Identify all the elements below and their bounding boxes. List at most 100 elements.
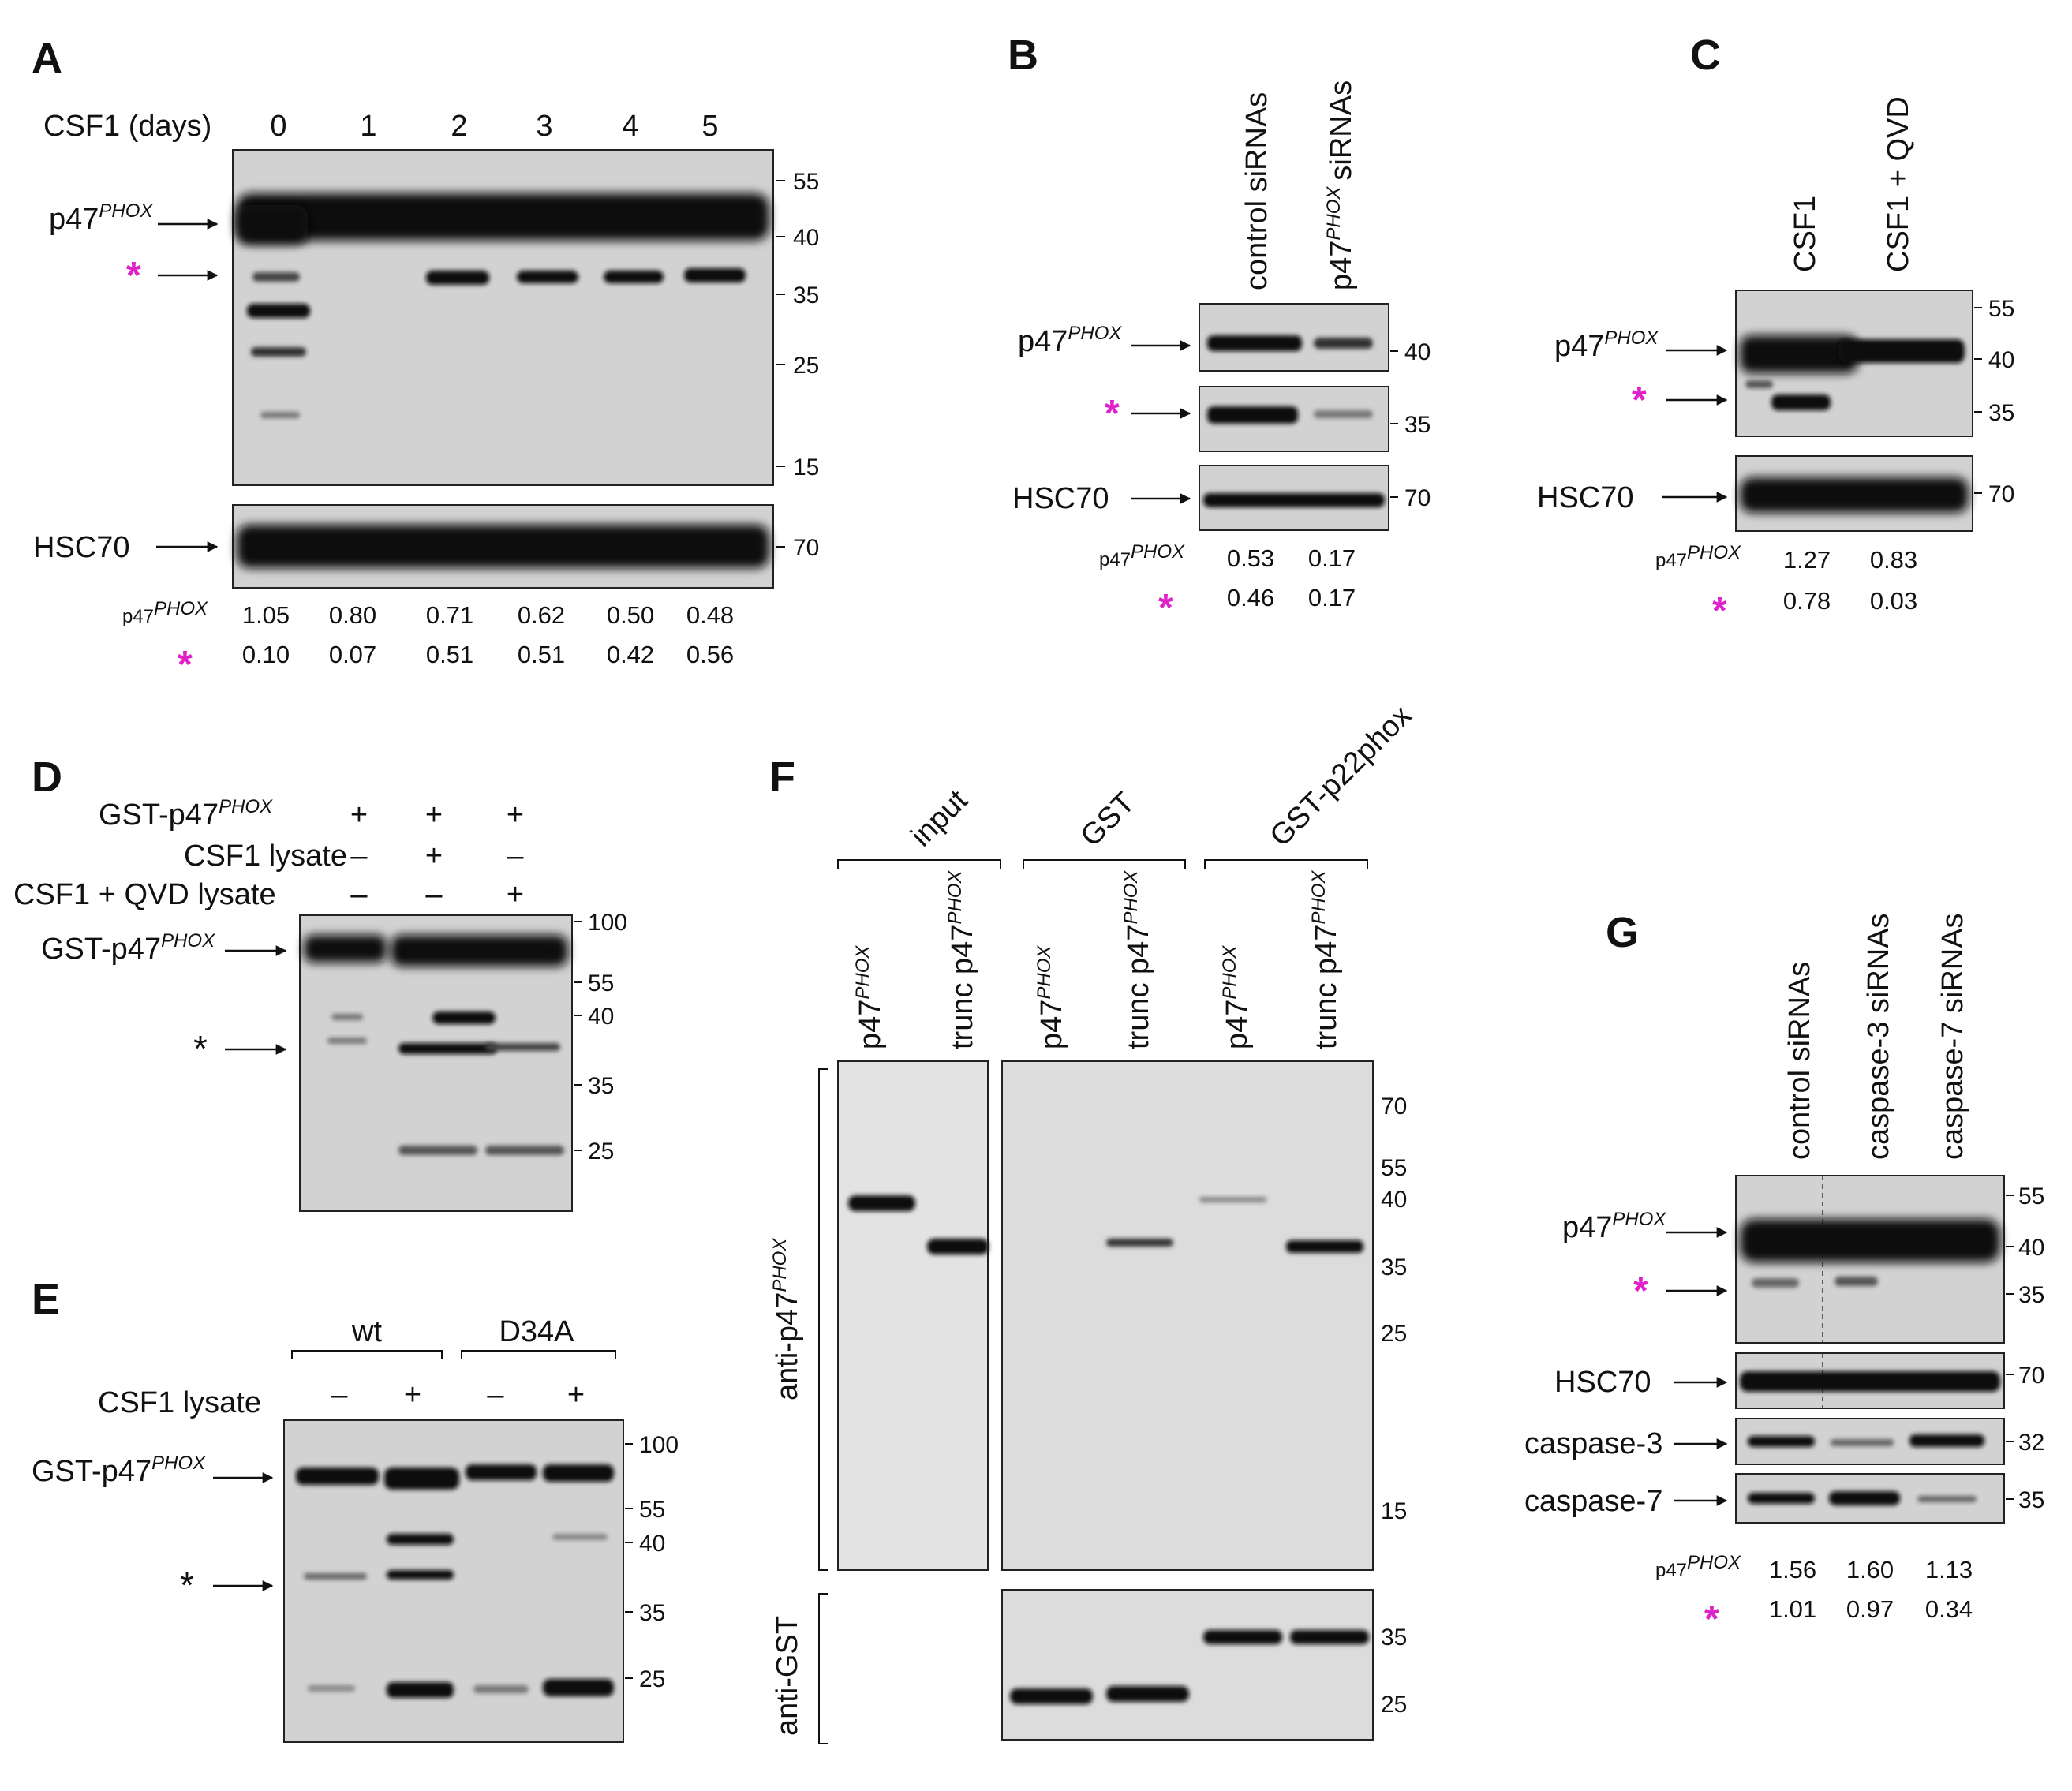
band-gst-p47-e — [543, 1464, 614, 1482]
antibody-bracket — [818, 1068, 828, 1571]
row-label: CSF1 + QVD lysate — [13, 878, 276, 911]
band-star-c — [1771, 394, 1831, 410]
lane-label: 3 — [536, 110, 552, 143]
star-marker: * — [1704, 1598, 1719, 1640]
marker-label: 40 — [793, 225, 819, 251]
band-frag-d — [331, 1014, 363, 1020]
minus-sign: – — [350, 839, 368, 873]
band-label-gst-p47: GST-p47PHOX — [41, 930, 215, 966]
marker-label: 100 — [639, 1432, 679, 1458]
band-hsc70-a — [237, 525, 769, 568]
group-bracket — [461, 1350, 616, 1359]
panel-label-g: G — [1606, 909, 1639, 956]
marker-label: 70 — [793, 535, 819, 561]
marker-label: 35 — [793, 282, 819, 308]
star-marker: * — [178, 644, 193, 686]
lane-label: p47PHOXsiRNAs — [1323, 80, 1358, 290]
group-bracket — [1204, 859, 1368, 869]
band-label-p47: p47PHOX — [1018, 323, 1122, 358]
quant-value: 1.05 — [242, 601, 290, 629]
marker-label: 55 — [1988, 296, 2014, 322]
marker-label: 35 — [1988, 400, 2014, 426]
marker-label: 40 — [1988, 347, 2014, 373]
band-gst-p47-d — [391, 935, 568, 967]
lane-label: trunc p47PHOX — [1308, 870, 1343, 1049]
band-hsc70-g — [1740, 1371, 2000, 1392]
row-label: GST-p47PHOX — [99, 796, 273, 832]
antibody-label-gst: anti-GST — [771, 1616, 804, 1736]
marker-label: 55 — [793, 169, 819, 195]
marker-label: 35 — [1404, 412, 1431, 438]
marker-label: 70 — [1404, 485, 1431, 511]
band-f-gst — [1106, 1686, 1189, 1702]
band-label-p47: p47PHOX — [1554, 327, 1659, 363]
band-star-g — [1835, 1277, 1878, 1286]
band-frag-e — [387, 1682, 454, 1698]
marker-label: 70 — [2018, 1363, 2044, 1389]
band-hsc70-c — [1740, 477, 1969, 513]
band-frag-e — [387, 1534, 454, 1545]
band-frag-d — [327, 1038, 367, 1044]
quant-value: 0.03 — [1870, 587, 1917, 615]
marker-label: 25 — [1381, 1321, 1407, 1347]
lane-label: control siRNAs — [1240, 92, 1273, 290]
band-f-gst — [1290, 1630, 1369, 1644]
panel-f: F input GST GST-p22phox p47PHOX trunc p4… — [769, 699, 1418, 1744]
band-f — [927, 1239, 989, 1254]
quant-label-p47: p47PHOX — [122, 598, 208, 627]
band-f — [1106, 1239, 1173, 1247]
lane-label: p47PHOX — [852, 945, 887, 1049]
marker-label: 35 — [1381, 1625, 1407, 1651]
band-frag-e — [304, 1573, 367, 1580]
marker-label: 40 — [1404, 339, 1431, 365]
quant-label-p47: p47PHOX — [1655, 1552, 1741, 1581]
band-frag-d — [485, 1043, 560, 1051]
band-frag-e — [543, 1679, 614, 1696]
band-star-a — [604, 271, 664, 283]
group-label: D34A — [499, 1315, 574, 1348]
quant-value: 0.78 — [1783, 587, 1831, 615]
lane-label: 0 — [270, 110, 286, 143]
group-label: GST — [1075, 786, 1142, 853]
band-star-b — [1207, 406, 1298, 424]
plus-sign: + — [507, 798, 524, 832]
lane-label: control siRNAs — [1783, 962, 1816, 1160]
quant-value: 0.50 — [607, 601, 654, 629]
band-frag-c — [1745, 380, 1773, 388]
band-label-hsc70: HSC70 — [1554, 1366, 1651, 1399]
plus-sign: + — [350, 798, 368, 832]
plus-sign: + — [425, 798, 443, 832]
band-f — [1286, 1240, 1363, 1253]
band-f — [848, 1195, 915, 1211]
band-caspase3-g — [1909, 1434, 1984, 1447]
panel-label-a: A — [32, 35, 62, 82]
panel-label-e: E — [32, 1276, 60, 1323]
star-marker-black: * — [193, 1028, 208, 1069]
marker-label: 40 — [1381, 1187, 1407, 1213]
marker-label: 35 — [1381, 1254, 1407, 1281]
marker-label: 55 — [2018, 1183, 2044, 1210]
quant-value: 0.51 — [426, 641, 473, 668]
band-star-a — [684, 268, 746, 282]
quant-value: 0.80 — [329, 601, 376, 629]
band-label-hsc70: HSC70 — [1537, 481, 1634, 514]
row-label: CSF1 lysate — [98, 1386, 261, 1419]
quant-value: 0.56 — [686, 641, 734, 668]
band-p47-a — [237, 205, 308, 245]
minus-sign: – — [425, 878, 443, 911]
panel-c: C CSF1 CSF1 + QVD 55 40 35 70 p47PHOX * … — [1537, 32, 2014, 632]
marker-label: 40 — [639, 1531, 665, 1557]
panel-label-c: C — [1690, 32, 1721, 79]
group-label: input — [905, 783, 974, 853]
plus-sign: + — [507, 878, 524, 911]
band-p47-c — [1838, 339, 1965, 363]
quant-value: 0.17 — [1308, 544, 1356, 572]
band-frag-d — [485, 1146, 564, 1155]
quant-value: 0.53 — [1227, 544, 1274, 572]
panel-g: G control siRNAs caspase-3 siRNAs caspas… — [1524, 909, 2044, 1640]
band-frag-e — [387, 1570, 454, 1580]
band-label-p47: p47PHOX — [1562, 1209, 1666, 1244]
marker-label: 40 — [2018, 1235, 2044, 1261]
star-marker-black: * — [180, 1565, 194, 1606]
